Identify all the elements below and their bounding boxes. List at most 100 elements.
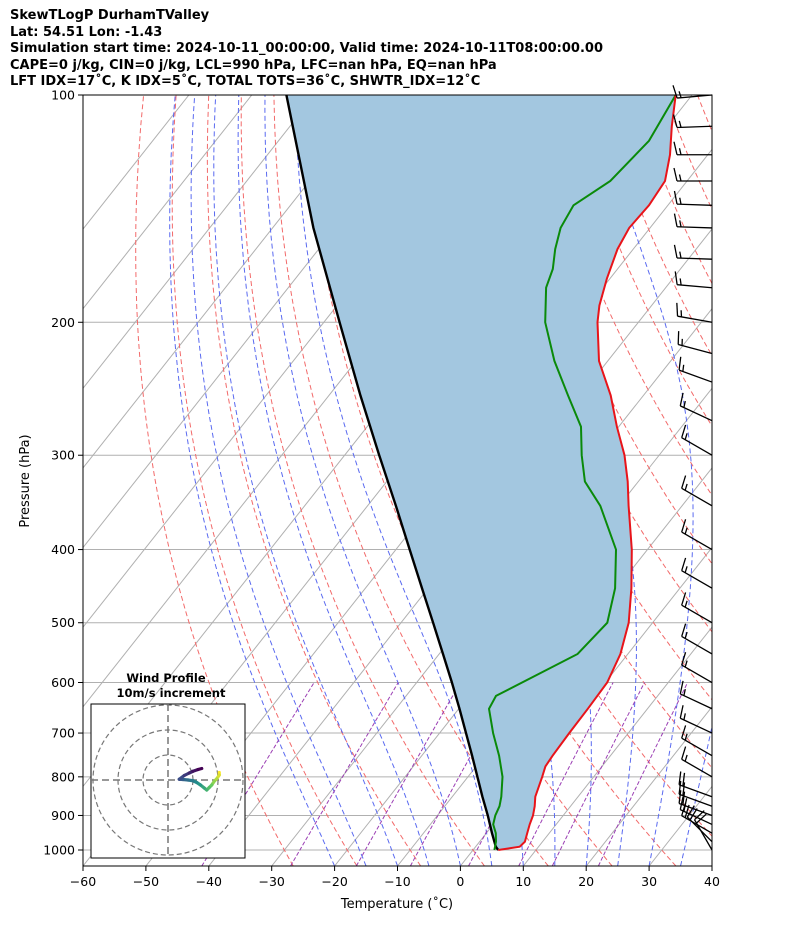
x-tick-label: 20: [578, 874, 594, 889]
barb-staff: [681, 758, 713, 778]
wind-barb: [677, 331, 713, 355]
barb-feather: [673, 167, 678, 182]
x-tick-label: 30: [641, 874, 657, 889]
barb-feather: [673, 141, 678, 155]
barb-feather: [681, 652, 687, 666]
wind-barb: [679, 796, 713, 826]
barb-feather: [683, 798, 688, 812]
y-tick-label: 900: [51, 808, 75, 823]
barb-staff: [678, 784, 713, 798]
barb-feather: [681, 424, 687, 438]
y-tick-label: 300: [51, 448, 75, 463]
hodograph-plot: [91, 704, 245, 858]
barb-staff: [680, 717, 713, 734]
barb-feather: [679, 705, 684, 719]
cape-cin-fill: [286, 95, 676, 850]
wind-barb: [681, 725, 713, 757]
wind-barb: [672, 85, 713, 99]
x-tick-label: −40: [196, 874, 222, 889]
moist-adiabat: [237, 95, 430, 866]
hodograph-inset: Wind Profile 10m/s increment: [90, 671, 246, 859]
isotherm-line: [711, 865, 712, 866]
barb-feather: [679, 392, 684, 407]
wind-barb: [676, 302, 713, 323]
isotherm-line: [585, 705, 712, 866]
barb-feather: [681, 623, 687, 637]
wind-barb: [673, 190, 713, 206]
wind-barb: [681, 519, 713, 551]
barb-feather: [682, 791, 686, 805]
barb-half-feather: [684, 754, 688, 762]
mixing-ratio-line: [201, 682, 315, 866]
moist-adiabat: [169, 95, 336, 866]
barb-half-feather: [684, 433, 688, 440]
isotherm-line: [775, 95, 794, 866]
x-tick-label: −30: [259, 874, 285, 889]
isotherm-line: [648, 785, 712, 866]
barb-half-feather: [684, 527, 688, 535]
isotherm-line: [334, 387, 712, 866]
barb-staff: [681, 815, 713, 834]
hodograph-segment: [196, 766, 204, 772]
moist-adiabat: [711, 863, 712, 866]
isotherm-line: [522, 626, 712, 866]
barb-feather: [689, 808, 698, 821]
moist-adiabat: [190, 95, 367, 866]
wind-barb: [679, 392, 713, 422]
y-tick-label: 700: [51, 726, 75, 741]
barb-staff: [678, 793, 713, 807]
wind-barb: [681, 652, 713, 684]
x-axis-label: Temperature (˚C): [340, 896, 453, 912]
wind-barb: [673, 244, 713, 260]
barb-half-feather: [684, 733, 688, 741]
hodograph-subtitle: 10m/s increment: [117, 686, 226, 700]
barb-feather: [681, 746, 687, 760]
barb-half-feather: [683, 400, 686, 408]
barb-staff: [676, 203, 713, 206]
isotherm-line: [83, 95, 316, 390]
wind-barb: [681, 424, 713, 456]
wind-barb: [672, 114, 713, 129]
barb-half-feather: [679, 278, 682, 286]
dry-adiabat: [501, 95, 712, 565]
barb-half-feather: [684, 566, 688, 573]
barb-half-feather: [679, 251, 682, 259]
mixing-ratio-line: [597, 682, 689, 866]
wind-barb: [678, 356, 713, 383]
dry-adiabat: [566, 95, 712, 427]
moist-adiabat: [680, 724, 712, 866]
wind-barb: [679, 680, 713, 710]
wind-barb: [678, 790, 713, 817]
profile-lines: [285, 95, 677, 851]
location-line: Lat: 54.51 Lon: -1.43: [10, 24, 163, 40]
mixing-ratio-line: [518, 682, 614, 866]
wind-barb: [673, 167, 712, 182]
wind-barb: [674, 271, 713, 289]
mixing-ratio-line: [290, 682, 399, 866]
barb-staff: [678, 369, 713, 383]
barb-staff: [680, 405, 713, 422]
parcel-line: [285, 95, 500, 851]
barb-staff: [676, 257, 713, 260]
x-tick-label: 10: [515, 874, 531, 889]
barb-staff: [681, 635, 713, 655]
barb-staff: [680, 809, 713, 826]
temperature-line: [498, 95, 677, 851]
dry-adiabat: [763, 95, 794, 866]
barb-feather: [678, 356, 682, 371]
moist-adiabat: [264, 95, 461, 866]
barb-staff: [681, 531, 713, 551]
y-tick-label: 200: [51, 315, 75, 330]
barb-half-feather: [683, 688, 686, 696]
barb-staff: [681, 604, 713, 624]
isotherm-line: [83, 95, 378, 469]
barb-staff: [677, 94, 713, 99]
barb-half-feather: [684, 631, 688, 639]
barb-half-feather: [679, 197, 682, 205]
barb-feather: [672, 114, 678, 128]
dry-adiabat: [135, 95, 294, 866]
x-tick-label: −10: [384, 874, 410, 889]
barb-half-feather: [682, 364, 685, 372]
barb-staff: [681, 664, 713, 684]
